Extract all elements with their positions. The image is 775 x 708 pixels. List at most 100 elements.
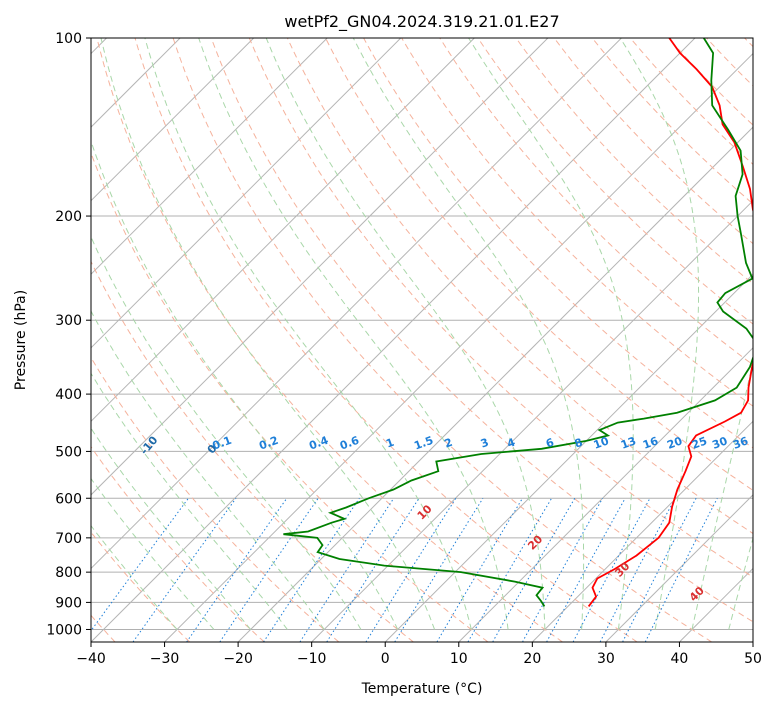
- plot-frame: [90, 37, 754, 643]
- moist-adiabat-line: [728, 536, 753, 630]
- mixing-ratio-line: [219, 498, 319, 642]
- mixing-ratio-label: 30: [710, 434, 729, 452]
- dry-adiabat-line: [210, 38, 753, 623]
- mixing-ratio-line: [546, 498, 626, 642]
- isotherm-line: [384, 273, 753, 642]
- y-tick-label: 600: [55, 491, 82, 507]
- dry-adiabat-line: [286, 38, 753, 535]
- moist-adiabat-line: [144, 38, 472, 630]
- moist-adiabat-label: 10: [415, 502, 435, 522]
- mixing-ratio-line: [622, 498, 697, 642]
- y-tick-label: 900: [55, 595, 82, 611]
- mixing-ratio-line: [365, 498, 457, 642]
- mixing-ratio-label: 0.2: [257, 434, 280, 453]
- dry-adiabat-line: [325, 38, 753, 491]
- isotherm-line: [458, 347, 753, 642]
- x-tick-label: 0: [381, 651, 390, 667]
- isotherm-line: [91, 38, 549, 496]
- x-tick-label: 20: [523, 651, 541, 667]
- moist-adiabat-line: [619, 38, 700, 630]
- dry-adiabat-line: [134, 38, 638, 642]
- mixing-ratio-line: [599, 498, 676, 642]
- mixing-ratio-label: 0.1: [211, 434, 234, 453]
- mixing-ratio-line: [572, 498, 651, 642]
- moist-adiabat-line: [198, 38, 509, 630]
- dewpoint-profile-line: [283, 38, 753, 607]
- isotherm-line: [91, 38, 402, 349]
- x-tick-label: 30: [597, 651, 615, 667]
- mixing-ratio-label: 16: [641, 434, 660, 452]
- dry-adiabat-line: [96, 38, 563, 642]
- isotherm-line: [164, 52, 753, 642]
- mixing-ratio-label: 0.6: [338, 434, 361, 453]
- y-tick-label: 400: [55, 387, 82, 403]
- y-tick-label: 200: [55, 209, 82, 225]
- mixing-ratio-label: 10: [592, 434, 611, 452]
- mixing-ratio-line: [394, 498, 484, 642]
- mixing-ratio-line: [644, 498, 718, 642]
- moist-adiabat-line: [100, 38, 435, 630]
- mixing-ratio-label: 6: [544, 436, 556, 451]
- moist-adiabat-line: [691, 358, 753, 630]
- x-tick-label: −10: [297, 651, 327, 667]
- mixing-ratio-line: [326, 498, 420, 642]
- moist-adiabat-line: [91, 477, 215, 630]
- isotherm-line: [531, 420, 753, 642]
- x-tick-label: 50: [744, 651, 762, 667]
- dry-adiabat-line: [668, 38, 753, 126]
- isotherm-line: [91, 38, 696, 642]
- y-tick-label: 300: [55, 313, 82, 329]
- y-tick-label: 500: [55, 444, 82, 460]
- mixing-ratio-label: 4: [505, 436, 517, 451]
- isotherm-line: [91, 38, 475, 423]
- x-tick-label: −20: [223, 651, 253, 667]
- moist-adiabat-line: [91, 310, 325, 630]
- mixing-ratio-line: [263, 498, 360, 642]
- mixing-ratio-label: 8: [573, 436, 585, 451]
- temperature-profile-line: [587, 38, 753, 607]
- mixing-ratio-label: 36: [731, 434, 750, 452]
- x-tick-label: −30: [150, 651, 180, 667]
- dry-adiabat-line: [248, 38, 753, 578]
- x-tick-label: 40: [671, 651, 689, 667]
- isotherm-line: [237, 126, 753, 642]
- x-tick-label: 10: [450, 651, 468, 667]
- moist-adiabat-label: 30: [612, 559, 632, 579]
- mixing-ratio-label: 3: [479, 436, 491, 451]
- moist-adiabat-line: [468, 38, 634, 630]
- x-axis-label: Temperature (°C): [361, 681, 483, 697]
- moist-adiabat-line: [91, 235, 362, 630]
- moist-adiabat-label: 20: [525, 532, 545, 552]
- mixing-ratio-label: 1.5: [412, 434, 435, 453]
- dry-adiabat-line: [91, 260, 414, 642]
- moist-adiabat-line: [91, 427, 251, 630]
- y-tick-label: 1000: [46, 622, 82, 638]
- dry-adiabat-line: [553, 38, 753, 245]
- moist-adiabat-line: [91, 524, 178, 630]
- line-labels: 0.1 0.2 0.4 0.6 1 1.5 2 3 4 6 8 10 13 16 20 25 30 36-10 01…: [138, 433, 751, 604]
- isotherm-line: [605, 494, 753, 642]
- mixing-ratio-label: 2: [443, 436, 455, 451]
- dry-adiabat-label: -10: [138, 433, 161, 457]
- mixing-ratio-label: 13: [619, 434, 638, 451]
- dry-adiabat-line: [91, 356, 340, 642]
- axes: −40 −30 −20 −10 0 10 20 30 40 5010020030040050060…: [46, 31, 762, 667]
- mixing-ratio-line: [91, 497, 189, 632]
- background-lines: [91, 38, 753, 642]
- mixing-ratio-label: 0.4: [307, 434, 330, 453]
- dry-adiabat-line: [91, 151, 489, 642]
- dry-adiabat-line: [172, 38, 713, 642]
- y-tick-label: 700: [55, 531, 82, 547]
- moist-adiabat-label: 40: [687, 584, 707, 604]
- moist-adiabat-line: [91, 372, 288, 630]
- dry-adiabat-line: [706, 38, 753, 87]
- moist-adiabat-line: [91, 139, 399, 630]
- isotherm-line: [91, 38, 328, 275]
- mixing-ratio-label: 20: [665, 434, 684, 452]
- moist-adiabat-line: [352, 38, 585, 630]
- profile-lines: [283, 38, 753, 607]
- dry-adiabat-line: [515, 38, 753, 285]
- y-tick-label: 100: [55, 31, 82, 47]
- mixing-ratio-line: [132, 498, 237, 642]
